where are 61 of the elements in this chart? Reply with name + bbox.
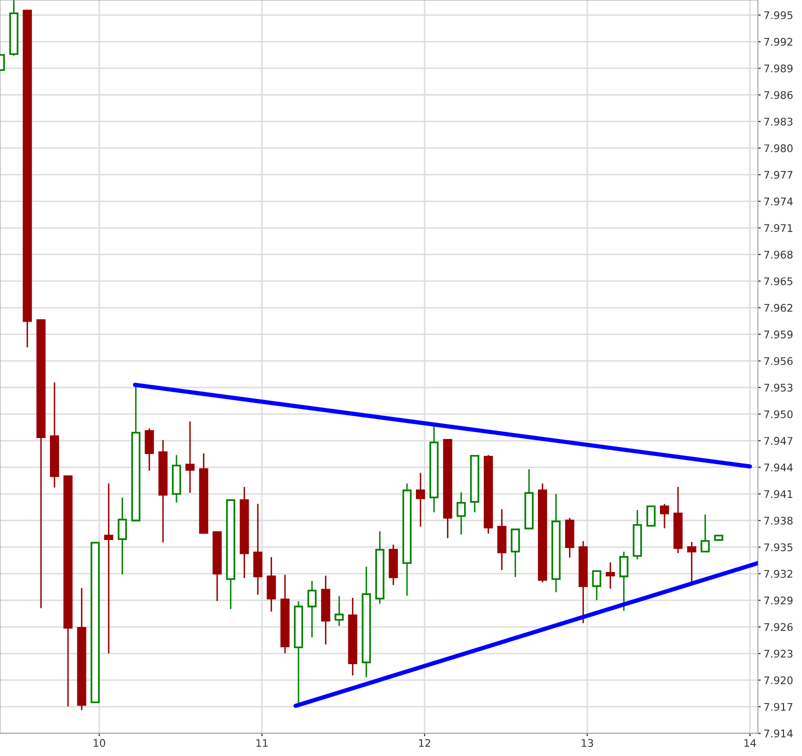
candlestick <box>266 557 276 612</box>
y-tick-label: 7.923 <box>764 650 792 658</box>
candlestick <box>348 598 358 676</box>
y-tick-label: 7.977 <box>764 170 792 179</box>
y-tick-label: 7.953 <box>764 384 792 392</box>
candlestick <box>388 544 398 586</box>
y-tick-label: 7.920 <box>764 676 793 684</box>
y-tick-label: 7.971 <box>764 224 792 232</box>
y-tick-label: 7.917 <box>764 702 792 711</box>
x-tick-label: 10 <box>94 739 106 747</box>
candlestick <box>416 472 426 527</box>
y-tick-label: 7.968 <box>764 250 793 259</box>
x-tick-label: 13 <box>582 739 594 747</box>
candlestick <box>321 576 330 644</box>
candlestick <box>429 426 439 512</box>
candlestick <box>375 531 384 604</box>
y-tick-label: 7.950 <box>764 410 793 418</box>
candlestick <box>118 498 127 574</box>
y-tick-label: 7.959 <box>764 330 793 338</box>
y-tick-label: 7.992 <box>764 38 792 46</box>
candlestick <box>619 552 628 611</box>
candlestick <box>50 382 60 488</box>
y-tick-label: 7.926 <box>764 623 793 632</box>
y-tick-label: 7.956 <box>764 357 793 365</box>
candlestick <box>362 566 371 678</box>
candlestick <box>606 562 615 589</box>
x-tick-label: 12 <box>419 739 430 747</box>
y-tick-label: 7.983 <box>764 118 792 126</box>
y-tick-label: 7.962 <box>764 304 792 312</box>
candlestick <box>484 455 493 534</box>
y-tick-label: 7.929 <box>764 596 793 604</box>
candlestick <box>334 596 344 626</box>
y-tick-label: 7.935 <box>764 543 792 552</box>
x-tick-label: 14 <box>744 739 756 747</box>
y-tick-label: 7.947 <box>764 436 792 445</box>
candlestick <box>158 440 168 542</box>
candlestick <box>144 428 154 471</box>
candlestick <box>551 494 561 592</box>
y-tick-label: 7.965 <box>764 277 792 286</box>
candlestick <box>565 518 574 558</box>
y-tick-label: 7.995 <box>764 11 792 20</box>
y-tick-label: 7.914 <box>764 730 793 738</box>
candlestick <box>687 542 696 584</box>
y-tick-label: 7.938 <box>764 516 793 525</box>
y-tick-label: 7.941 <box>764 490 792 498</box>
candlestick <box>104 483 114 654</box>
candlestick <box>240 487 249 578</box>
candlestick <box>497 509 506 570</box>
x-tick-label: 11 <box>256 739 268 747</box>
y-tick-label: 7.944 <box>764 464 793 472</box>
y-tick-label: 7.989 <box>764 64 793 72</box>
candlestick <box>185 421 195 493</box>
candlestick <box>632 510 642 560</box>
y-tick-label: 7.932 <box>764 570 792 578</box>
y-tick-label: 7.986 <box>764 91 793 99</box>
y-tick-label: 7.974 <box>764 198 793 206</box>
y-tick-label: 7.980 <box>764 144 793 152</box>
candlestick <box>77 588 86 710</box>
candlestick <box>578 541 588 624</box>
candlestick <box>456 492 466 534</box>
candlestick <box>253 504 262 595</box>
